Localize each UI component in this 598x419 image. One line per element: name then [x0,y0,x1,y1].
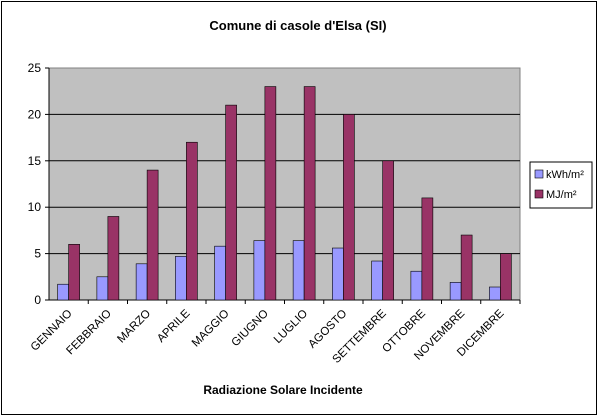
bar-kwh [489,286,501,301]
x-tick-label: MAGGIO [190,308,232,350]
bar-kwh [449,282,462,301]
y-tick-label: 0 [34,293,41,307]
bar-kwh [57,283,69,301]
bar-mj [225,104,237,301]
bar-kwh [253,240,266,301]
bar-mj [303,86,316,301]
y-tick-label: 20 [28,107,42,121]
x-tick-label: GIUGNO [230,308,272,350]
bar-mj [421,197,434,301]
y-tick-label: 25 [28,61,42,75]
bar-mj [146,169,159,301]
bar-kwh [292,240,305,301]
x-tick-label: LUGLIO [272,308,310,346]
bar-mj [382,160,394,301]
plot-background [48,67,521,301]
bar-kwh [214,245,226,301]
x-axis-title: Radiazione Solare Incidente [203,383,363,397]
bar-kwh [135,263,148,301]
bar-kwh [371,260,383,301]
bar-mj [264,86,277,301]
bar-kwh [410,270,423,301]
legend-box [529,161,593,209]
y-tick-label: 15 [28,154,42,168]
bar-kwh [332,247,344,301]
x-tick-label: MARZO [115,308,153,346]
bar-mj [68,244,80,301]
bar-mj [186,141,198,301]
bar-mj [500,253,512,301]
bar-kwh [175,256,187,301]
legend: kWh/m² MJ/m² [529,161,593,209]
bar-kwh [96,276,109,301]
legend-label: kWh/m² [546,169,584,181]
bar-mj [107,216,120,301]
bar-chart: Comune di casole d'Elsa (SI) Radiazione … [28,18,593,397]
y-tick-label: 10 [28,200,42,214]
bar-mj [460,234,473,301]
y-tick-label: 5 [34,247,41,261]
legend-label: MJ/m² [546,189,577,201]
x-tick-label: APRILE [155,307,193,345]
bar-mj [343,114,355,301]
legend-swatch [534,169,544,179]
legend-swatch [534,189,544,199]
chart-title: Comune di casole d'Elsa (SI) [209,18,386,33]
